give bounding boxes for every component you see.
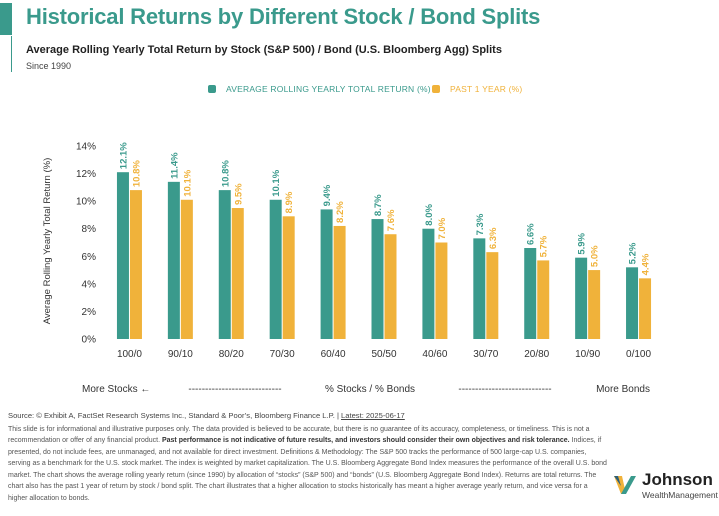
bar-average: [473, 238, 486, 339]
data-label-past-year: 9.5%: [233, 183, 244, 205]
accent-line: [11, 36, 12, 72]
x-tick-label: 30/70: [473, 349, 498, 360]
x-tick-label: 0/100: [626, 349, 651, 360]
x-tick-label: 60/40: [321, 349, 346, 360]
data-label-past-year: 10.1%: [182, 169, 193, 196]
y-tick-label: 0%: [82, 335, 97, 346]
x-axis: 100/0 90/10 80/20 70/30 60/40 50/50 40/60 30/70…: [117, 349, 652, 360]
y-tick-label: 8%: [82, 224, 97, 235]
bar-chart: 0%2%4%6%8%10%12%14% 12.1%10.8% 11.4%10.1%…: [42, 142, 652, 396]
x-tick-label: 100/0: [117, 349, 142, 360]
chart-title: Historical Returns by Different Stock / …: [26, 4, 541, 29]
x-tick-label: 90/10: [168, 349, 193, 360]
data-label-average: 6.6%: [526, 223, 537, 245]
bar-average: [371, 219, 384, 339]
company-logo: Johnson WealthManagement: [612, 470, 718, 504]
x-right-note: More Bonds: [596, 384, 650, 395]
data-label-average: 12.1%: [118, 142, 129, 169]
y-axis-label: Average Rolling Yearly Total Return (%): [42, 158, 53, 325]
bar-past-year: [588, 270, 601, 339]
data-label-past-year: 6.3%: [488, 227, 499, 249]
data-label-past-year: 10.8%: [131, 160, 142, 187]
data-label-average: 10.8%: [220, 160, 231, 187]
bar-past-year: [180, 199, 193, 339]
x-right-dashes: ----------------------------: [458, 384, 551, 395]
y-tick-label: 4%: [82, 279, 97, 290]
title-bar: Historical Returns by Different Stock / …: [0, 0, 719, 36]
x-left-note: More Stocks ←: [82, 384, 150, 395]
disclaimer: This slide is for informational and illu…: [8, 424, 608, 505]
bar-average: [422, 228, 435, 339]
bar-past-year: [537, 260, 550, 339]
bar-past-year: [129, 190, 142, 339]
legend-item-past-year: PAST 1 YEAR (%): [432, 84, 522, 94]
bar-past-year: [639, 278, 652, 339]
y-tick-label: 14%: [76, 142, 96, 153]
x-tick-label: 10/90: [575, 349, 600, 360]
y-axis: 0% 2% 4% 6% 8% 10% 12% 14%: [76, 142, 96, 346]
legend-swatch-past-year: [432, 85, 440, 93]
x-tick-label: 70/30: [270, 349, 295, 360]
johnson-logo-mark-icon: [614, 476, 636, 494]
disclaimer-part-1: This slide is for informational and illu…: [8, 425, 590, 445]
source-text: Source: © Exhibit A, FactSet Research Sy…: [8, 411, 335, 420]
legend-item-average: AVERAGE ROLLING YEARLY TOTAL RETURN (%): [208, 84, 431, 94]
logo-subtitle: WealthManagement: [642, 490, 718, 500]
x-tick-label: 20/80: [524, 349, 549, 360]
x-tick-label: 50/50: [371, 349, 396, 360]
bar-past-year: [486, 252, 499, 339]
legend-label-past-year: PAST 1 YEAR (%): [450, 84, 523, 94]
bar-past-year: [231, 208, 244, 339]
bar-past-year: [333, 225, 346, 339]
data-label-past-year: 5.0%: [590, 245, 601, 267]
bar-past-year: [384, 234, 397, 339]
source-line: Source: © Exhibit A, FactSet Research Sy…: [8, 410, 608, 422]
x-tick-label: 40/60: [422, 349, 447, 360]
chart-subtitle: Average Rolling Yearly Total Return by S…: [26, 44, 502, 56]
disclaimer-part-2: Indices, if presented, do not include fe…: [8, 437, 607, 502]
data-label-average: 7.3%: [475, 213, 486, 235]
bar-average: [269, 199, 282, 339]
bar-average: [320, 209, 333, 339]
x-tick-label: 80/20: [219, 349, 244, 360]
y-tick-label: 6%: [82, 252, 97, 263]
footer: Source: © Exhibit A, FactSet Research Sy…: [8, 410, 608, 504]
legend-label-average: AVERAGE ROLLING YEARLY TOTAL RETURN (%): [226, 84, 431, 94]
data-label-average: 8.7%: [373, 194, 384, 216]
bar-average: [218, 190, 231, 339]
bar-past-year: [282, 216, 295, 339]
latest-date: Latest: 2025-06-17: [341, 411, 405, 420]
title-accent-bar: [0, 3, 12, 35]
bar-average: [524, 248, 537, 339]
bar-average: [167, 181, 180, 339]
bar-average: [575, 257, 588, 339]
data-label-past-year: 8.9%: [284, 191, 295, 213]
source-separator: |: [336, 411, 342, 420]
data-label-past-year: 7.0%: [437, 217, 448, 239]
data-label-average: 11.4%: [169, 152, 180, 179]
data-label-average: 5.9%: [577, 232, 588, 254]
y-tick-label: 12%: [76, 169, 96, 180]
data-label-past-year: 8.2%: [335, 201, 346, 223]
bar-average: [626, 267, 639, 339]
x-left-dashes: ----------------------------: [188, 384, 281, 395]
data-label-average: 5.2%: [628, 242, 639, 264]
x-axis-label: % Stocks / % Bonds: [325, 384, 415, 395]
data-label-average: 9.4%: [322, 184, 333, 206]
disclaimer-bold: Past performance is not indicative of fu…: [161, 437, 570, 444]
data-label-average: 10.1%: [271, 169, 282, 196]
bar-past-year: [435, 242, 448, 339]
y-tick-label: 10%: [76, 197, 96, 208]
y-tick-label: 2%: [82, 307, 97, 318]
data-label-past-year: 5.7%: [539, 235, 550, 257]
data-label-past-year: 4.4%: [641, 253, 652, 275]
logo-name: Johnson: [642, 470, 713, 489]
legend: AVERAGE ROLLING YEARLY TOTAL RETURN (%) …: [0, 84, 719, 98]
bar-average: [116, 172, 129, 339]
bars: 12.1%10.8% 11.4%10.1% 10.8%9.5% 10.1%8.9% 9.…: [116, 142, 652, 339]
data-label-average: 8.0%: [424, 204, 435, 226]
data-label-past-year: 7.6%: [386, 209, 397, 231]
legend-swatch-average: [208, 85, 216, 93]
since-note: Since 1990: [26, 61, 72, 71]
